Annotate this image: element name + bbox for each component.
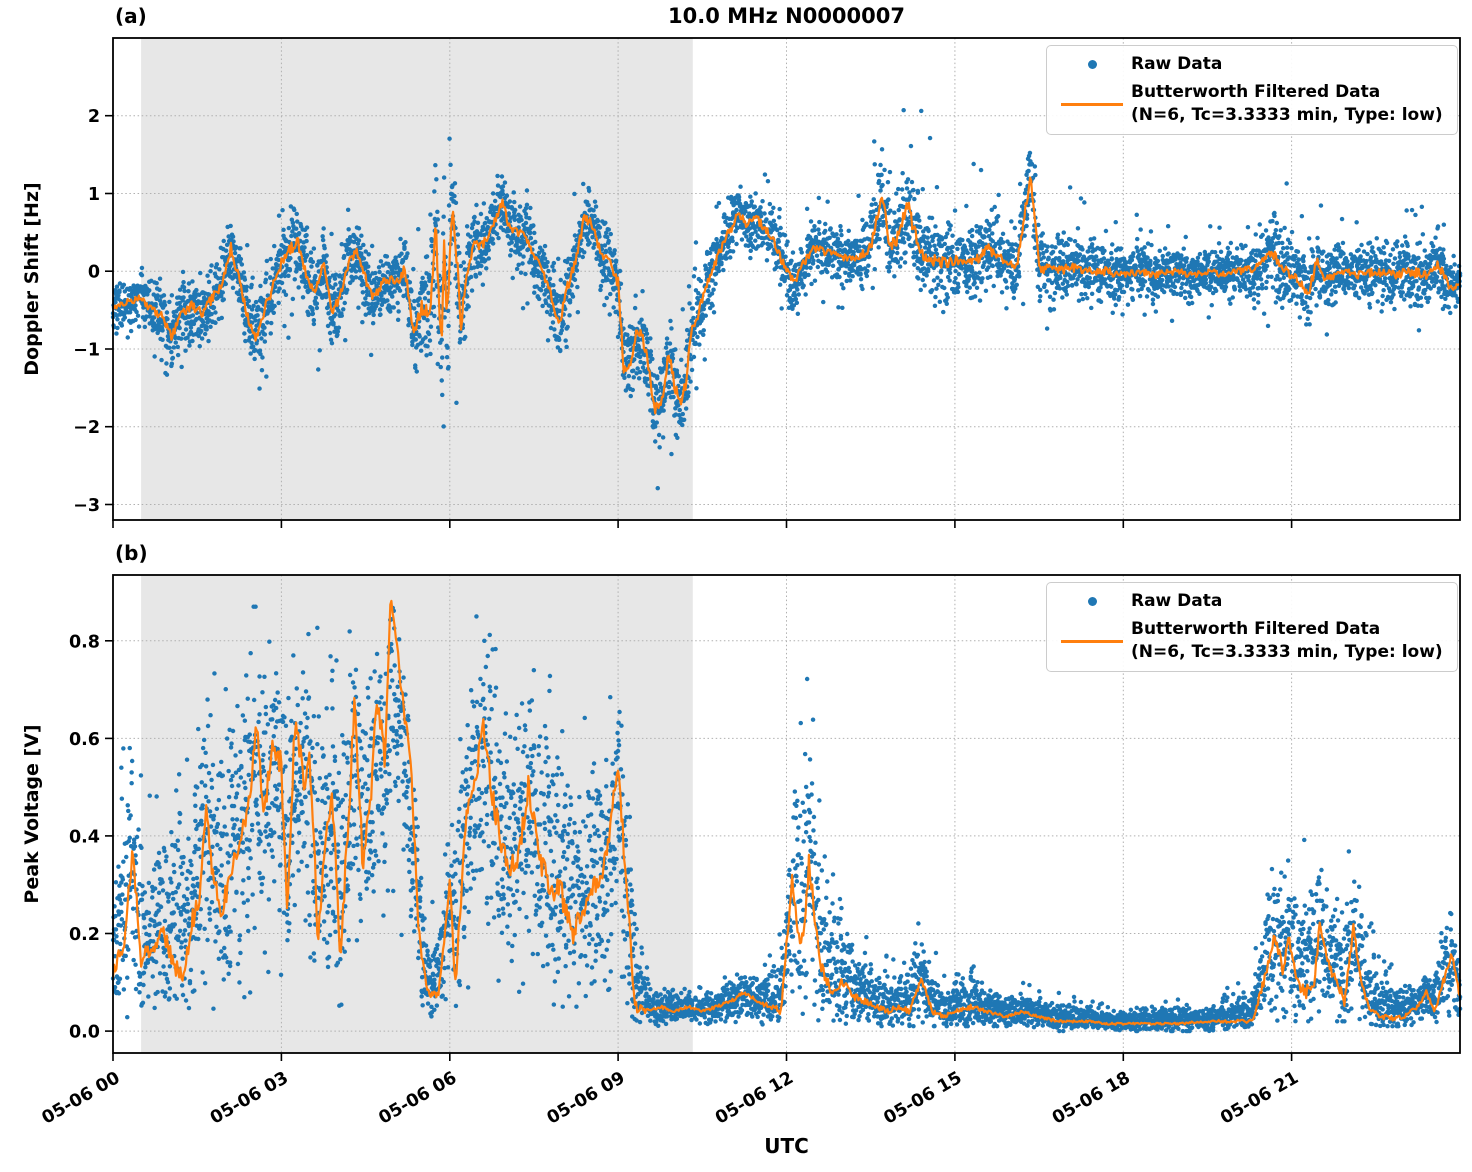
butterworth-filtered-line [111, 599, 1461, 1026]
panel-a-tag: (a) [115, 4, 147, 28]
legend-raw-label: Raw Data [1131, 54, 1223, 74]
legend-filtered-params: (N=6, Tc=3.3333 min, Type: low) [1131, 642, 1443, 662]
x-tick-label: 05-06 12 [712, 1068, 797, 1129]
y-tick-label: 0.4 [69, 827, 100, 847]
raw-dot-icon [1087, 60, 1097, 69]
y-tick-label: 0.0 [69, 1023, 100, 1043]
legend-filtered-label: Butterworth Filtered Data (N=6, Tc=3.333… [1131, 81, 1443, 127]
x-tick-label: 05-06 00 [39, 1068, 124, 1129]
y-tick-label: 1 [88, 185, 100, 205]
y-tick-label: 0.2 [69, 925, 100, 945]
filtered-line-marker [1053, 102, 1131, 106]
panel-a: −3 −2 −1 0 1 2 [73, 37, 1463, 528]
legend-panel-b: Raw Data Butterworth Filtered Data (N=6,… [1046, 582, 1458, 672]
x-tick-label: 05-06 03 [207, 1068, 292, 1129]
legend-filtered-label: Butterworth Filtered Data (N=6, Tc=3.333… [1131, 618, 1443, 664]
legend-raw-label: Raw Data [1131, 591, 1223, 611]
legend-raw-row: Raw Data [1053, 590, 1447, 613]
y-tick-label: −2 [73, 418, 100, 438]
x-tick-label: 05-06 21 [1217, 1068, 1302, 1129]
legend-filtered-title: Butterworth Filtered Data [1131, 619, 1381, 639]
y-tick-label: 0.6 [69, 730, 100, 750]
x-tick-label: 05-06 15 [881, 1068, 966, 1129]
y-tick-label: −3 [73, 496, 100, 516]
legend-panel-a: Raw Data Butterworth Filtered Data (N=6,… [1046, 45, 1458, 135]
filtered-line-marker [1053, 639, 1131, 643]
panel-b-tag: (b) [115, 541, 148, 565]
y-tick-label: 0.8 [69, 632, 100, 652]
raw-data-marker [1053, 597, 1131, 606]
y-tick-label: 2 [88, 107, 100, 127]
legend-filtered-title: Butterworth Filtered Data [1131, 82, 1381, 102]
filtered-line-icon [1061, 102, 1123, 106]
chart-title: 10.0 MHz N0000007 [668, 4, 905, 28]
butterworth-filtered-line [112, 176, 1461, 415]
x-tick-label: 05-06 09 [544, 1068, 629, 1129]
x-axis-label: UTC [764, 1134, 809, 1158]
legend-filtered-row: Butterworth Filtered Data (N=6, Tc=3.333… [1053, 618, 1447, 664]
raw-dot-icon [1087, 597, 1097, 606]
raw-data-marker [1053, 60, 1131, 69]
legend-raw-row: Raw Data [1053, 53, 1447, 76]
y-tick-label: −1 [73, 341, 100, 361]
y-axis-label-voltage: Peak Voltage [V] [21, 724, 43, 904]
legend-filtered-row: Butterworth Filtered Data (N=6, Tc=3.333… [1053, 81, 1447, 127]
legend-filtered-params: (N=6, Tc=3.3333 min, Type: low) [1131, 105, 1443, 125]
filtered-line-icon [1061, 639, 1123, 643]
x-tick-label: 05-06 06 [375, 1068, 460, 1129]
y-axis-label-doppler: Doppler Shift [Hz] [21, 182, 43, 376]
y-tick-label: 0 [88, 263, 100, 283]
x-tick-label: 05-06 18 [1049, 1068, 1134, 1129]
